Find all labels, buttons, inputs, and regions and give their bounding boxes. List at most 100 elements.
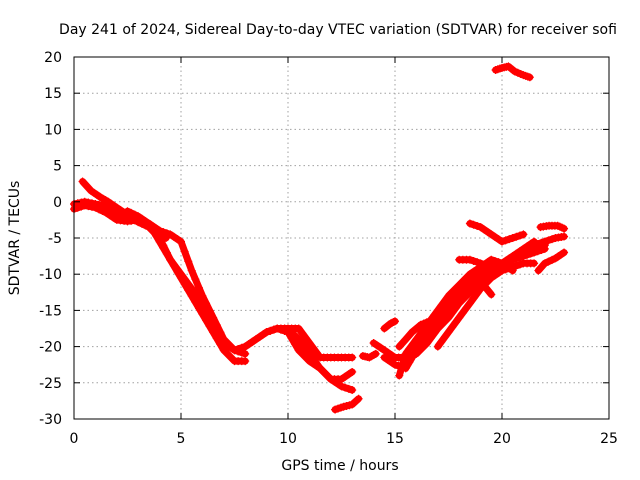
- data-point: [191, 298, 200, 307]
- data-point: [560, 232, 569, 241]
- data-point: [234, 344, 243, 353]
- data-point: [469, 220, 478, 229]
- data-point: [458, 308, 467, 317]
- data-point: [533, 240, 542, 249]
- y-tick-label: -20: [39, 340, 62, 356]
- data-point: [273, 324, 282, 333]
- data-point: [455, 291, 464, 300]
- data-point: [548, 235, 557, 244]
- data-point: [298, 340, 307, 349]
- data-point: [202, 316, 211, 325]
- data-point: [180, 247, 189, 256]
- series-arc-21-markers: [534, 248, 569, 275]
- data-point: [405, 344, 414, 353]
- data-point: [301, 334, 310, 343]
- x-tick-label: 15: [386, 431, 404, 447]
- y-tick-labels: -30 -25 -20 -15 -10 -5 0 5 10 15 20: [39, 50, 62, 428]
- data-point: [526, 246, 535, 255]
- data-point: [523, 247, 532, 256]
- y-tick-label: 15: [44, 86, 62, 102]
- data-point: [187, 291, 196, 300]
- data-point: [508, 262, 517, 271]
- x-tick-label: 10: [279, 431, 297, 447]
- series-arc-7: [273, 325, 356, 394]
- data-point: [515, 231, 524, 240]
- data-point: [127, 208, 136, 217]
- data-point: [397, 364, 406, 373]
- series-arc-3: [79, 178, 153, 231]
- x-tick-labels: 0 5 10 15 20 25: [70, 431, 618, 447]
- data-point: [508, 65, 517, 74]
- data-point: [162, 229, 171, 238]
- data-point: [194, 283, 203, 292]
- data-point: [348, 386, 357, 395]
- data-point: [280, 326, 289, 335]
- data-traces: [70, 62, 569, 414]
- data-point: [152, 230, 161, 239]
- data-point: [523, 72, 532, 81]
- data-point: [441, 332, 450, 341]
- data-point: [426, 330, 435, 339]
- data-point: [291, 340, 300, 349]
- series-arc-22-markers: [536, 221, 569, 233]
- data-point: [354, 394, 363, 403]
- data-point: [519, 248, 528, 257]
- series-arc-18-markers: [455, 241, 549, 271]
- data-point: [284, 328, 292, 337]
- series-arc-20-markers: [530, 232, 569, 250]
- data-point: [212, 334, 221, 343]
- data-point: [301, 345, 310, 354]
- data-point: [476, 284, 485, 293]
- data-point: [184, 286, 193, 295]
- data-point: [473, 258, 482, 267]
- data-point: [369, 350, 378, 359]
- series-arc-5: [145, 223, 249, 365]
- data-point: [412, 335, 421, 344]
- data-point: [437, 337, 446, 346]
- data-point: [266, 326, 275, 335]
- data-point: [416, 330, 425, 339]
- data-point: [480, 280, 489, 289]
- data-point: [198, 310, 207, 319]
- data-point: [148, 226, 157, 235]
- series-arc-13-markers: [380, 317, 399, 333]
- data-point: [433, 306, 442, 315]
- data-point: [399, 356, 408, 365]
- data-point: [455, 313, 464, 322]
- data-point: [91, 199, 100, 208]
- data-point: [287, 334, 296, 343]
- data-point: [433, 313, 442, 322]
- data-point: [458, 277, 467, 286]
- data-point: [216, 340, 225, 349]
- data-point: [498, 237, 506, 246]
- series-arc-17-markers: [433, 259, 539, 351]
- data-point: [241, 357, 250, 366]
- data-point: [560, 248, 569, 257]
- data-point: [98, 201, 107, 210]
- x-tick-label: 25: [600, 431, 618, 447]
- data-point: [444, 306, 453, 315]
- data-point: [371, 349, 380, 358]
- data-point: [348, 353, 357, 362]
- data-point: [525, 73, 534, 82]
- data-point: [389, 317, 398, 326]
- x-tick-label: 5: [177, 431, 186, 447]
- data-point: [501, 259, 510, 268]
- x-tick-label: 20: [493, 431, 511, 447]
- data-point: [448, 301, 457, 310]
- data-point: [395, 371, 404, 380]
- data-point: [177, 273, 185, 282]
- data-point: [337, 382, 346, 391]
- series-arc-14-markers: [395, 320, 425, 351]
- data-point: [80, 197, 89, 206]
- data-point: [458, 288, 467, 297]
- data-point: [209, 328, 218, 337]
- data-point: [159, 227, 168, 236]
- data-point: [451, 284, 460, 293]
- series-arc-19-markers: [465, 219, 528, 246]
- series-arc-14: [395, 321, 425, 351]
- data-point: [519, 230, 528, 239]
- data-point: [512, 232, 521, 241]
- data-point: [155, 234, 164, 242]
